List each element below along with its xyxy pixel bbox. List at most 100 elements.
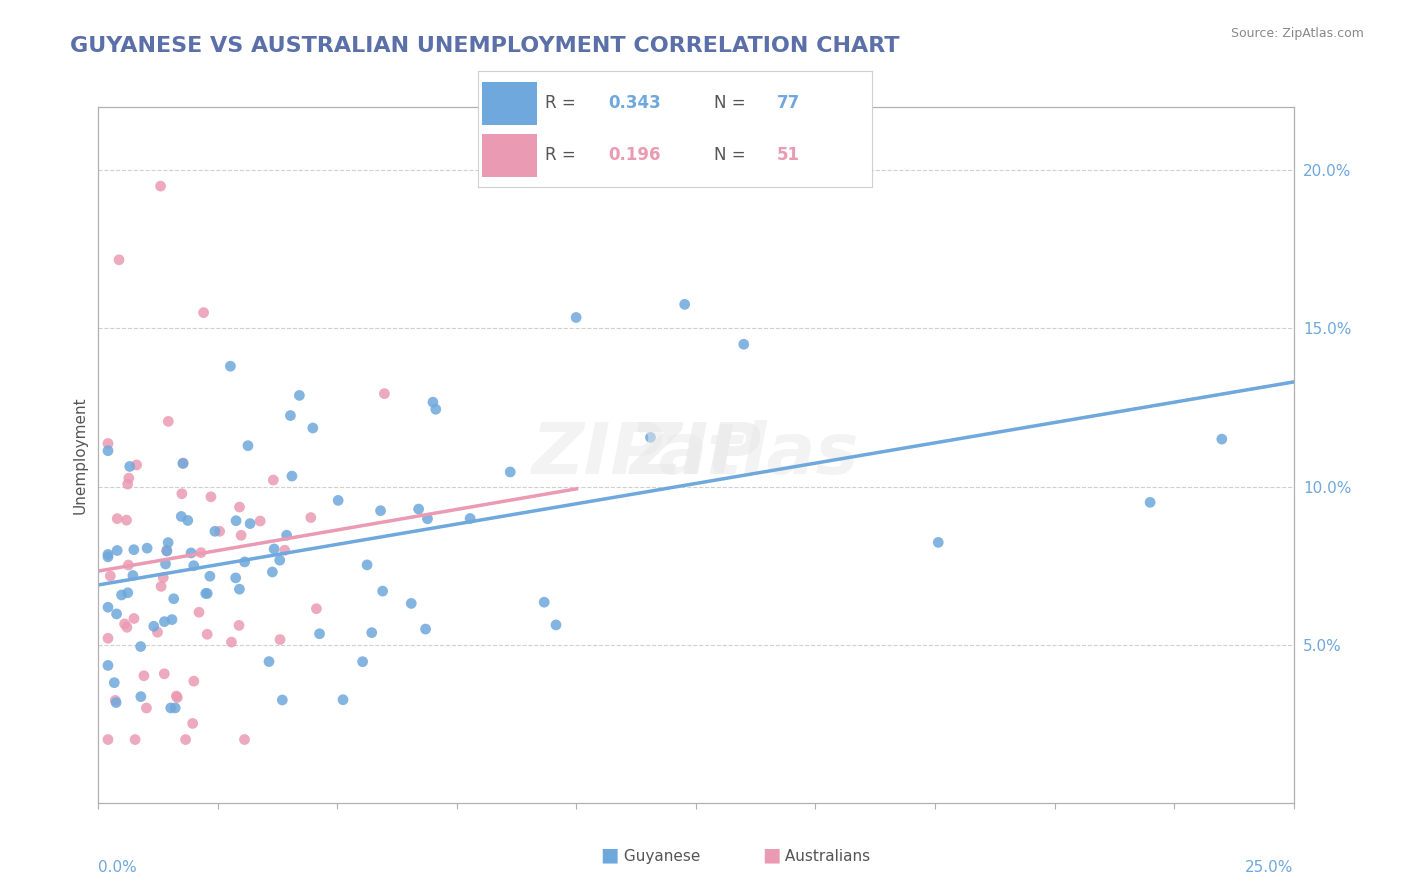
Point	[416, 512, 439, 526]
Point	[105, 511, 128, 525]
Point	[117, 558, 139, 572]
Point	[640, 430, 662, 444]
Text: Australians: Australians	[780, 849, 870, 863]
Text: 77: 77	[778, 94, 800, 112]
Point	[204, 524, 226, 539]
Point	[239, 516, 262, 531]
Point	[170, 509, 193, 524]
Point	[228, 500, 250, 514]
Point	[115, 620, 138, 634]
Point	[180, 546, 202, 560]
Point	[159, 701, 181, 715]
Point	[458, 511, 481, 525]
Point	[110, 588, 132, 602]
Text: ZIPatlas: ZIPatlas	[533, 420, 859, 490]
Point	[97, 632, 120, 646]
Point	[181, 716, 204, 731]
Point	[125, 458, 148, 472]
Point	[415, 622, 437, 636]
Point	[124, 732, 146, 747]
Point	[221, 635, 243, 649]
Point	[195, 586, 218, 600]
Point	[103, 675, 125, 690]
Point	[281, 469, 304, 483]
Text: 0.196: 0.196	[607, 146, 661, 164]
Point	[733, 337, 755, 351]
Point	[97, 548, 120, 562]
Point	[105, 607, 128, 621]
Point	[225, 514, 247, 528]
Point	[129, 690, 152, 704]
Point	[160, 613, 183, 627]
Point	[233, 555, 256, 569]
Point	[188, 605, 211, 619]
Point	[370, 504, 392, 518]
Point	[97, 600, 120, 615]
Point	[200, 490, 222, 504]
Point	[198, 569, 221, 583]
Point	[97, 658, 120, 673]
Point	[219, 359, 242, 374]
Point	[233, 732, 256, 747]
Point	[276, 528, 298, 542]
Point	[117, 477, 139, 491]
Point	[157, 535, 180, 549]
Point	[117, 586, 139, 600]
Point	[271, 693, 294, 707]
Point	[105, 696, 128, 710]
Point	[280, 409, 302, 423]
Point	[288, 388, 311, 402]
Point	[228, 582, 250, 596]
Y-axis label: Unemployment: Unemployment	[72, 396, 87, 514]
Text: R =: R =	[546, 146, 581, 164]
Point	[299, 510, 322, 524]
Text: 51: 51	[778, 146, 800, 164]
Point	[146, 625, 169, 640]
Point	[1139, 495, 1161, 509]
Point	[153, 666, 176, 681]
Point	[132, 669, 155, 683]
Point	[150, 579, 173, 593]
Point	[172, 456, 194, 470]
Point	[257, 655, 280, 669]
Point	[308, 626, 330, 640]
Point	[373, 386, 395, 401]
Point	[166, 690, 188, 705]
Point	[236, 439, 259, 453]
Point	[97, 443, 120, 458]
Point	[565, 310, 588, 325]
Point	[177, 513, 200, 527]
Point	[408, 502, 430, 516]
Point	[183, 674, 205, 689]
Point	[153, 615, 176, 629]
Point	[129, 640, 152, 654]
Point	[183, 558, 205, 573]
Point	[193, 305, 215, 319]
Point	[422, 395, 444, 409]
Point	[262, 565, 284, 579]
Point	[156, 543, 179, 558]
Point	[190, 546, 212, 560]
Point	[97, 732, 120, 747]
Text: 0.343: 0.343	[607, 94, 661, 112]
Text: N =: N =	[714, 94, 751, 112]
Point	[122, 611, 145, 625]
Point	[157, 414, 180, 428]
Text: R =: R =	[546, 94, 581, 112]
Text: GUYANESE VS AUSTRALIAN UNEMPLOYMENT CORRELATION CHART: GUYANESE VS AUSTRALIAN UNEMPLOYMENT CORR…	[70, 36, 900, 55]
Point	[114, 616, 136, 631]
Text: ■: ■	[600, 846, 619, 864]
FancyBboxPatch shape	[482, 82, 537, 125]
FancyBboxPatch shape	[482, 134, 537, 177]
Point	[105, 543, 128, 558]
Point	[332, 692, 354, 706]
Point	[269, 632, 291, 647]
Point	[269, 553, 291, 567]
Point	[533, 595, 555, 609]
Point	[115, 513, 138, 527]
Text: ZIP: ZIP	[630, 420, 762, 490]
Point	[262, 473, 284, 487]
Point	[122, 542, 145, 557]
Point	[225, 571, 247, 585]
Point	[170, 486, 193, 500]
